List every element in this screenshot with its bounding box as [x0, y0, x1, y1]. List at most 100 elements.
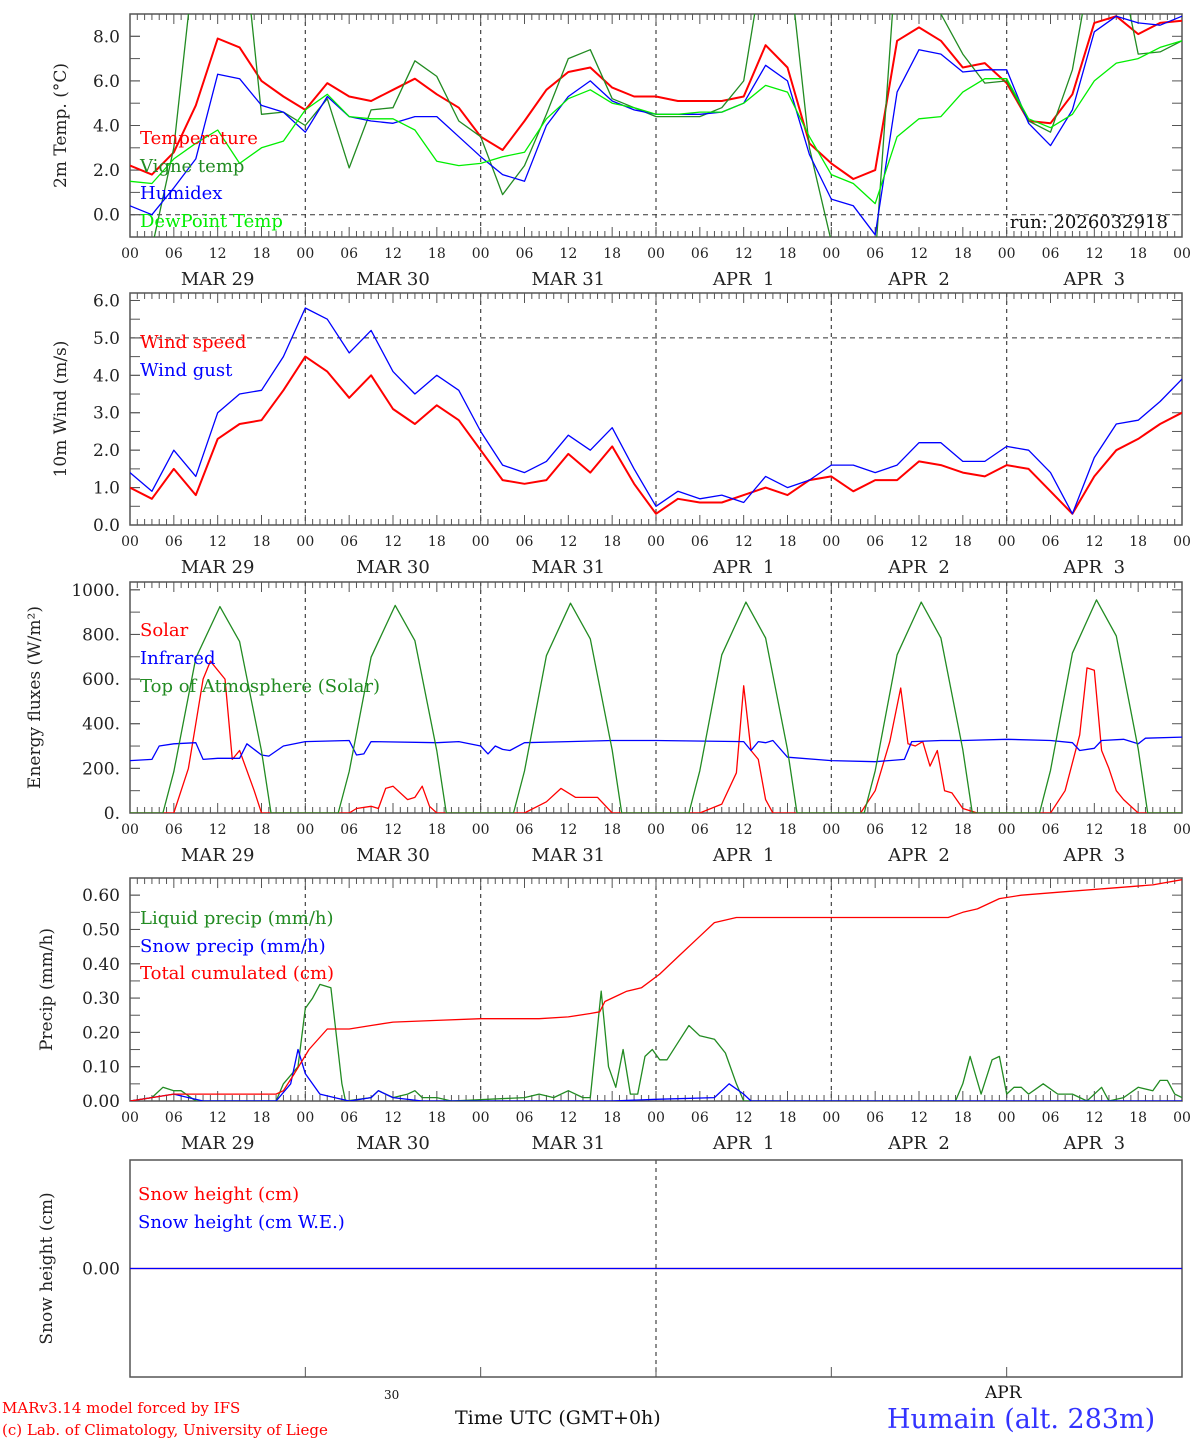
- x-tick-label: 06: [866, 246, 884, 262]
- day-label: APR 3: [1063, 557, 1126, 578]
- x-tick-label: 00: [1173, 822, 1191, 838]
- x-tick-label: 12: [1085, 1110, 1103, 1126]
- x-tick-label: 18: [428, 822, 446, 838]
- x-tick-label: 00: [998, 246, 1016, 262]
- x-tick-label: 18: [779, 534, 797, 550]
- series-line-total-cumulated-cm: [130, 879, 1182, 1101]
- panel-1: 0.0 2.0 4.0 6.0 8.0 2m Temp. (°C) 00 06 12 18 00 06…: [51, 13, 1191, 290]
- x-tick-label: 12: [735, 246, 753, 262]
- x-tick-label: 00: [998, 1110, 1016, 1126]
- x-tick-label: 12: [910, 534, 928, 550]
- series-line-wind-speed: [130, 355, 1182, 515]
- y-tick-label: 2.0: [93, 441, 120, 461]
- day-label: MAR 30: [356, 845, 430, 866]
- x-tick-label: 18: [954, 534, 972, 550]
- x-tick-label: 00: [296, 246, 314, 262]
- x-tick-label: 00: [647, 822, 665, 838]
- day-label: MAR 30: [356, 1133, 430, 1154]
- y-tick-label: 0.0: [93, 206, 120, 226]
- legend-entry: Infrared: [140, 648, 215, 669]
- legend-entry: Snow height (cm): [138, 1184, 299, 1205]
- day-label: MAR 29: [181, 1133, 255, 1154]
- x-tick-label: 18: [603, 1110, 621, 1126]
- x-tick-label: 00: [296, 1110, 314, 1126]
- panel-3: 0. 200. 400. 600. 800. 1000. Energy fluxes (W/…: [25, 581, 1191, 866]
- legend-entry: Temperature: [140, 128, 258, 149]
- x-tick-label: 00: [296, 534, 314, 550]
- y-tick-label: 200.: [82, 759, 120, 779]
- day-label: MAR 29: [181, 557, 255, 578]
- y-tick-label: 1.0: [93, 479, 120, 499]
- x-tick-label: 06: [1042, 1110, 1060, 1126]
- day-label: MAR 29: [181, 269, 255, 290]
- y-tick-label: 800.: [82, 625, 120, 645]
- x-tick-label: 06: [340, 822, 358, 838]
- x-tick-label: 18: [253, 534, 271, 550]
- series-group: [130, 599, 1182, 813]
- x-tick-label: 12: [1085, 822, 1103, 838]
- x-tick-label: 06: [340, 246, 358, 262]
- day-label: MAR 31: [532, 269, 606, 290]
- x-tick-label: 00: [472, 246, 490, 262]
- day-label: APR 1: [712, 845, 775, 866]
- day-label: APR 2: [887, 269, 950, 290]
- series-line-infrared: [130, 736, 1182, 763]
- y-tick-label: 0.0: [93, 516, 120, 536]
- station-name: Humain (alt. 283m): [887, 1404, 1155, 1435]
- x-tick-label: 06: [516, 246, 534, 262]
- x-tick-label: 06: [516, 822, 534, 838]
- x-tick-label: 00: [822, 246, 840, 262]
- legend-entry: Wind gust: [140, 360, 233, 381]
- x-tick-label: 18: [1129, 534, 1147, 550]
- series-line-solar: [130, 660, 1182, 813]
- x-tick-label: 12: [384, 822, 402, 838]
- day-label: MAR 31: [532, 845, 606, 866]
- y-tick-label: 0.40: [82, 955, 120, 975]
- x-tick-label: 06: [866, 822, 884, 838]
- y-tick-label: 0.00: [82, 1260, 120, 1280]
- y-tick-label: 0.60: [82, 886, 120, 906]
- x-tick-label: 12: [559, 1110, 577, 1126]
- x-tick-label: 00: [647, 1110, 665, 1126]
- y-tick-label: 2.0: [93, 161, 120, 181]
- x-tick-label: 18: [428, 246, 446, 262]
- x-tick-label: 12: [384, 534, 402, 550]
- series-group: [130, 879, 1182, 1101]
- x-tick-label: 06: [340, 1110, 358, 1126]
- series-line-vigne-temp: [153, 14, 1182, 237]
- legend-entry: Vigne temp: [139, 156, 244, 177]
- day-label: MAR 30: [356, 269, 430, 290]
- x-tick-label: 06: [165, 246, 183, 262]
- y-tick-label: 0.10: [82, 1058, 120, 1078]
- x-tick-label: 18: [603, 246, 621, 262]
- day-label: APR 2: [887, 557, 950, 578]
- x-tick-label: 00: [1173, 534, 1191, 550]
- day-label: APR 1: [712, 269, 775, 290]
- series-line-liquid-precip-mm-h: [130, 983, 1182, 1101]
- series-line-wind-gust: [130, 307, 1182, 515]
- x-tick-label: 00: [472, 822, 490, 838]
- legend-entry: Wind speed: [140, 332, 246, 353]
- x-tick-label: 12: [735, 1110, 753, 1126]
- x-tick-label: 12: [910, 246, 928, 262]
- x-tick-label: 00: [647, 246, 665, 262]
- x-tick-label: 06: [165, 822, 183, 838]
- y-axis-title: Snow height (cm): [37, 1192, 57, 1344]
- day-label: APR 2: [887, 1133, 950, 1154]
- x-tick-label: 00: [822, 1110, 840, 1126]
- x-axis-title: Time UTC (GMT+0h): [455, 1407, 661, 1429]
- x-tick-label: 06: [691, 246, 709, 262]
- x-tick-label: 12: [559, 534, 577, 550]
- day-label: APR 3: [1063, 269, 1126, 290]
- x-tick-label: 18: [779, 822, 797, 838]
- x-tick-label: 18: [428, 1110, 446, 1126]
- x-tick-label: 06: [866, 534, 884, 550]
- series-line-dewpoint-temp: [130, 40, 1182, 205]
- x-tick-label: 12: [1085, 534, 1103, 550]
- x-tick-label: 12: [209, 822, 227, 838]
- day-label: APR 2: [887, 845, 950, 866]
- y-tick-label: 6.0: [93, 72, 120, 92]
- y-axis-title: Energy fluxes (W/m²): [25, 606, 45, 789]
- day-label: APR 3: [1063, 845, 1126, 866]
- y-tick-label: 0.00: [82, 1092, 120, 1112]
